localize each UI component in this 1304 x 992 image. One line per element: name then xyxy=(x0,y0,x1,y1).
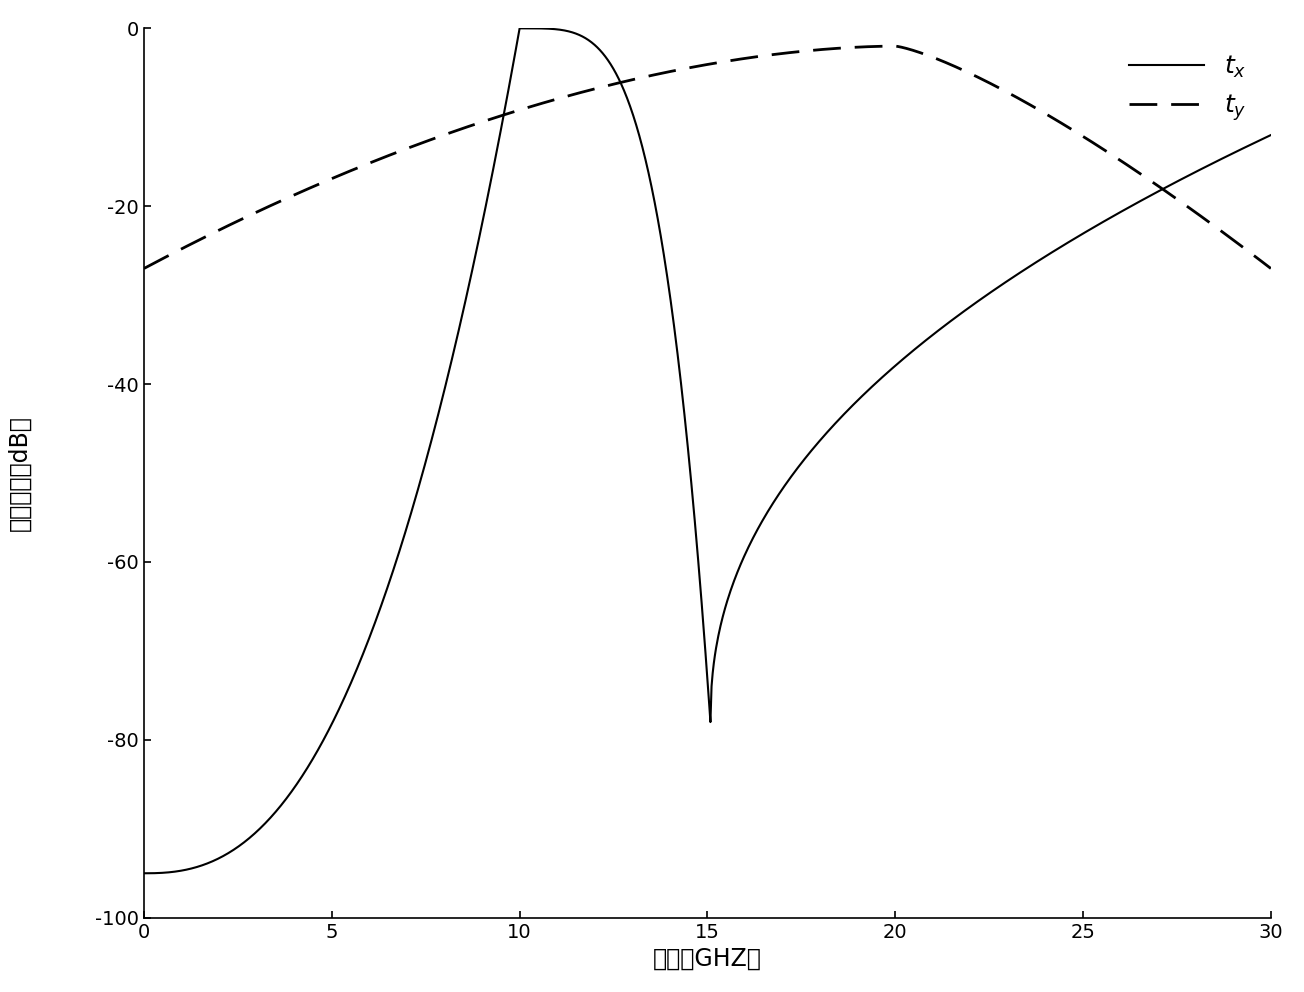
$t_y$ xyxy=(618,75,634,87)
$t_x$ xyxy=(565,27,580,39)
$t_x$ xyxy=(587,39,602,51)
$t_x$ xyxy=(136,867,151,879)
$t_y$ xyxy=(888,40,904,52)
$t_y$ xyxy=(136,263,151,275)
Line: $t_x$: $t_x$ xyxy=(143,29,1271,873)
$t_y$ xyxy=(1110,153,1125,165)
$t_y$ xyxy=(939,57,955,68)
Text: 透射系数（dB）: 透射系数（dB） xyxy=(8,415,33,531)
$t_y$ xyxy=(259,201,275,213)
$t_x$ xyxy=(270,804,286,815)
$t_x$ xyxy=(647,198,662,210)
$t_x$ xyxy=(576,32,592,44)
$t_x$ xyxy=(511,23,527,35)
$t_y$ xyxy=(430,131,446,143)
Line: $t_y$: $t_y$ xyxy=(143,46,1271,269)
X-axis label: 频率（GHZ）: 频率（GHZ） xyxy=(653,947,762,971)
Legend: $t_x$, $t_y$: $t_x$, $t_y$ xyxy=(1116,41,1258,135)
$t_x$ xyxy=(1264,129,1279,141)
$t_y$ xyxy=(986,79,1001,91)
$t_y$ xyxy=(1264,263,1279,275)
$t_x$ xyxy=(223,845,239,857)
